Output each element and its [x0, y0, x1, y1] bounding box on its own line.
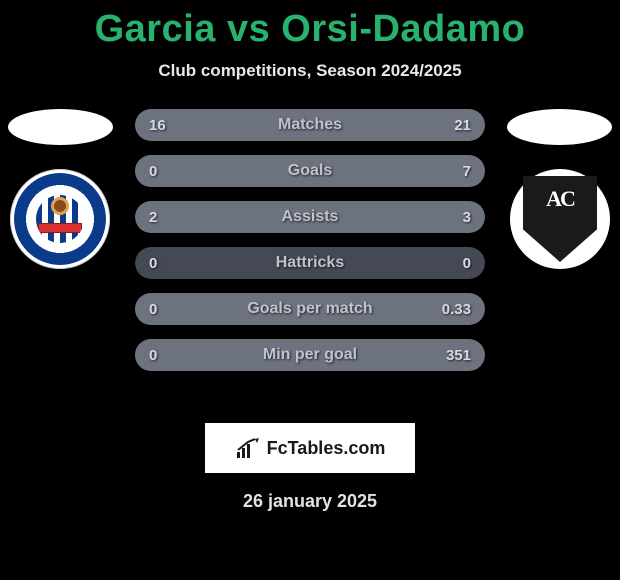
stat-bars: 1621Matches 07Goals 23Assists 00Hattricks 00… [135, 109, 485, 385]
stat-label: Goals [135, 155, 485, 187]
stat-row: 0351Min per goal [135, 339, 485, 371]
fctables-logo-icon [235, 438, 261, 458]
stat-row: 07Goals [135, 155, 485, 187]
club-badge-left [10, 169, 110, 269]
player-left-photo-placeholder [8, 109, 113, 145]
stat-row: 00.33Goals per match [135, 293, 485, 325]
brand-footer[interactable]: FcTables.com [205, 423, 415, 473]
academica-badge-icon: AC [510, 169, 610, 269]
stat-label: Hattricks [135, 247, 485, 279]
club-badge-right: AC [510, 169, 610, 269]
stat-label: Assists [135, 201, 485, 233]
stat-row: 00Hattricks [135, 247, 485, 279]
stat-label: Matches [135, 109, 485, 141]
reading-badge-icon [10, 169, 110, 269]
stat-row: 1621Matches [135, 109, 485, 141]
stat-label: Goals per match [135, 293, 485, 325]
stat-row: 23Assists [135, 201, 485, 233]
stat-label: Min per goal [135, 339, 485, 371]
page-subtitle: Club competitions, Season 2024/2025 [0, 61, 620, 81]
brand-text: FcTables.com [267, 438, 386, 459]
date-text: 26 january 2025 [0, 491, 620, 512]
page-title: Garcia vs Orsi-Dadamo [0, 0, 620, 51]
player-right-photo-placeholder [507, 109, 612, 145]
